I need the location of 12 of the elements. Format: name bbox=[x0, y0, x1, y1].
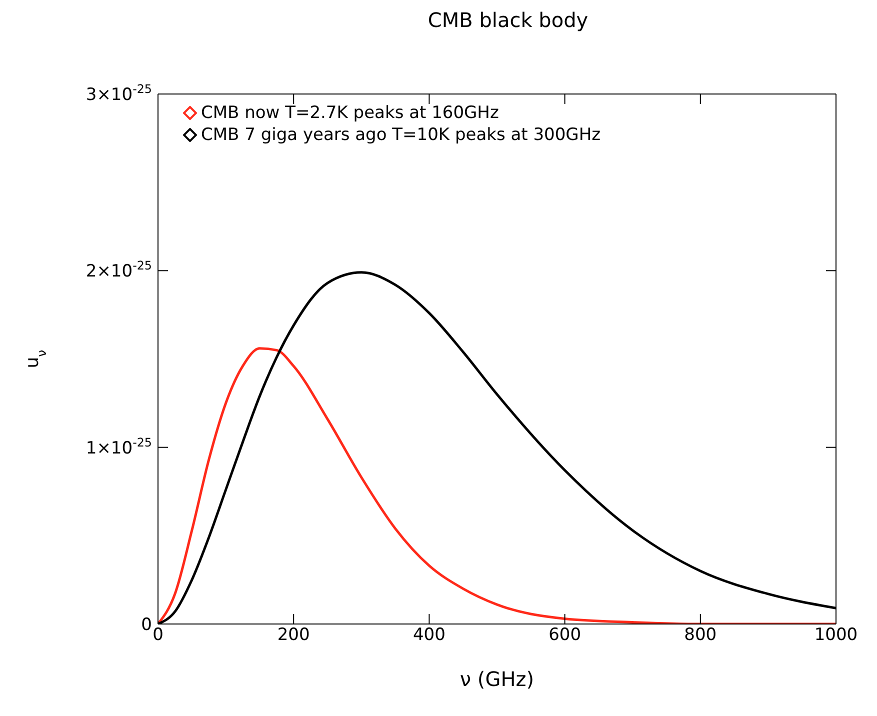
x-tick-label: 1000 bbox=[814, 625, 858, 645]
x-axis-title: ν (GHz) bbox=[460, 667, 534, 691]
y-tick-label: 1×10$^{-25}$ bbox=[86, 435, 152, 458]
x-tick-label: 400 bbox=[412, 625, 446, 645]
x-tick-label: 800 bbox=[684, 625, 717, 645]
x-tick-label: 600 bbox=[548, 625, 582, 645]
legend-label: CMB 7 giga years ago T=10K peaks at 300GHz bbox=[201, 124, 601, 146]
legend-label: CMB now T=2.7K peaks at 160GHz bbox=[201, 102, 499, 124]
x-tick-label: 200 bbox=[277, 625, 310, 645]
y-tick-label: 3×10$^{-25}$ bbox=[86, 82, 152, 105]
y-tick-label: 2×10$^{-25}$ bbox=[86, 258, 152, 282]
chart-title: CMB black body bbox=[426, 8, 590, 34]
